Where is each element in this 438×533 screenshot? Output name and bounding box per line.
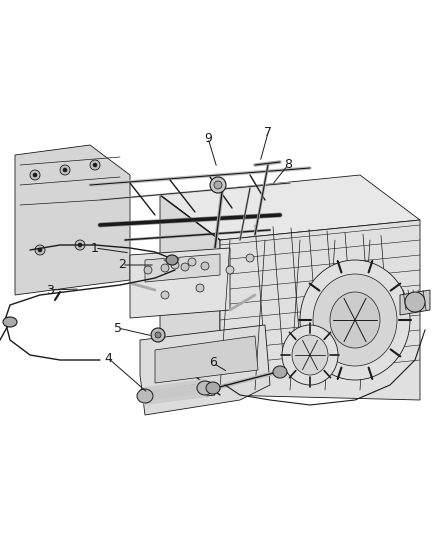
Text: 2: 2 xyxy=(118,259,126,271)
Polygon shape xyxy=(160,195,220,395)
Polygon shape xyxy=(140,325,270,415)
Text: 5: 5 xyxy=(114,321,122,335)
Polygon shape xyxy=(160,175,420,240)
Ellipse shape xyxy=(137,389,153,403)
Ellipse shape xyxy=(181,263,189,271)
Polygon shape xyxy=(145,254,220,282)
Text: 6: 6 xyxy=(209,357,217,369)
Text: 1: 1 xyxy=(91,241,99,254)
Polygon shape xyxy=(220,220,420,400)
Ellipse shape xyxy=(282,325,338,385)
Text: 8: 8 xyxy=(284,158,292,172)
Polygon shape xyxy=(15,145,130,295)
Polygon shape xyxy=(130,248,230,318)
Ellipse shape xyxy=(63,168,67,172)
Ellipse shape xyxy=(78,243,82,247)
Ellipse shape xyxy=(161,291,169,299)
Ellipse shape xyxy=(30,170,40,180)
Ellipse shape xyxy=(144,266,152,274)
Ellipse shape xyxy=(206,382,220,394)
Text: 7: 7 xyxy=(264,126,272,140)
Ellipse shape xyxy=(300,260,410,380)
Ellipse shape xyxy=(273,366,287,378)
Ellipse shape xyxy=(171,261,179,269)
Ellipse shape xyxy=(188,258,196,266)
Ellipse shape xyxy=(197,381,213,395)
Ellipse shape xyxy=(93,163,97,167)
Ellipse shape xyxy=(33,173,37,177)
Ellipse shape xyxy=(90,160,100,170)
Ellipse shape xyxy=(155,332,161,338)
Ellipse shape xyxy=(166,255,178,265)
Ellipse shape xyxy=(38,248,42,252)
Ellipse shape xyxy=(201,262,209,270)
Ellipse shape xyxy=(246,254,254,262)
Ellipse shape xyxy=(60,165,70,175)
Polygon shape xyxy=(400,290,430,315)
Ellipse shape xyxy=(151,328,165,342)
Ellipse shape xyxy=(330,292,380,348)
Text: 3: 3 xyxy=(46,284,54,296)
Ellipse shape xyxy=(196,284,204,292)
Ellipse shape xyxy=(161,264,169,272)
Ellipse shape xyxy=(313,274,397,366)
Ellipse shape xyxy=(226,266,234,274)
Ellipse shape xyxy=(405,292,425,312)
Ellipse shape xyxy=(210,177,226,193)
Polygon shape xyxy=(140,382,215,403)
Text: 9: 9 xyxy=(204,132,212,144)
Ellipse shape xyxy=(35,245,45,255)
Ellipse shape xyxy=(292,335,328,375)
Ellipse shape xyxy=(214,181,222,189)
Ellipse shape xyxy=(75,240,85,250)
Polygon shape xyxy=(155,336,258,383)
Text: 4: 4 xyxy=(104,351,112,365)
Ellipse shape xyxy=(3,317,17,327)
